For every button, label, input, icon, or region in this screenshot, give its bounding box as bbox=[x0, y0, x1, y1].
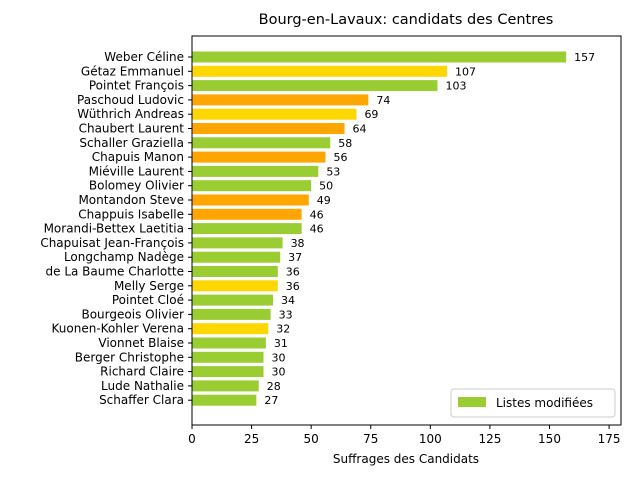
value-labels-group: 1571071037469645856535049464638373636343… bbox=[264, 51, 595, 407]
bar bbox=[192, 366, 264, 378]
value-label: 27 bbox=[264, 394, 278, 407]
bar bbox=[192, 80, 438, 92]
legend-label: Listes modifiées bbox=[496, 396, 593, 410]
bar bbox=[192, 194, 309, 206]
category-label: Vionnet Blaise bbox=[98, 336, 184, 350]
value-label: 34 bbox=[281, 294, 295, 307]
value-label: 50 bbox=[319, 180, 333, 193]
bar bbox=[192, 380, 259, 392]
value-label: 36 bbox=[286, 280, 300, 293]
x-tick-label: 75 bbox=[363, 432, 378, 446]
category-label: Paschoud Ludovic bbox=[77, 93, 184, 107]
category-label: Pointet Cloé bbox=[112, 293, 184, 307]
bar bbox=[192, 351, 264, 363]
value-label: 64 bbox=[353, 123, 367, 136]
category-label: Berger Christophe bbox=[75, 350, 184, 364]
bar bbox=[192, 323, 269, 335]
category-label: Bourgeois Olivier bbox=[81, 307, 184, 321]
value-label: 69 bbox=[364, 108, 378, 121]
category-label: Kuonen-Kohler Verena bbox=[52, 322, 185, 336]
value-label: 38 bbox=[291, 237, 305, 250]
category-label: Chapuis Manon bbox=[92, 150, 184, 164]
value-label: 30 bbox=[272, 366, 286, 379]
value-label: 58 bbox=[338, 137, 352, 150]
bar bbox=[192, 151, 326, 163]
category-label: Schaffer Clara bbox=[99, 393, 184, 407]
value-label: 103 bbox=[445, 80, 466, 93]
x-axis-ticks: 0 25 50 75 100 125 150 175 bbox=[188, 425, 621, 446]
value-label: 37 bbox=[288, 251, 302, 264]
category-label: Melly Serge bbox=[114, 279, 184, 293]
category-label: Lude Nathalie bbox=[101, 379, 184, 393]
value-label: 36 bbox=[286, 266, 300, 279]
chart-title: Bourg-en-Lavaux: candidats des Centres bbox=[259, 12, 554, 28]
value-label: 32 bbox=[276, 323, 290, 336]
category-label: Chaubert Laurent bbox=[79, 122, 185, 136]
bar bbox=[192, 308, 271, 320]
x-tick-label: 125 bbox=[478, 432, 501, 446]
x-tick-label: 25 bbox=[244, 432, 259, 446]
x-tick-label: 0 bbox=[188, 432, 196, 446]
plot-frame bbox=[191, 35, 622, 426]
category-label: Morandi-Bettex Laetitia bbox=[44, 222, 184, 236]
category-label: Richard Claire bbox=[100, 365, 184, 379]
category-label: Chapuisat Jean-François bbox=[40, 236, 184, 250]
x-tick-label: 50 bbox=[304, 432, 319, 446]
bar bbox=[192, 180, 312, 192]
legend-frame bbox=[450, 388, 616, 418]
category-label: Longchamp Nadège bbox=[64, 250, 184, 264]
category-label: Pointet François bbox=[89, 79, 184, 93]
value-label: 49 bbox=[317, 194, 331, 207]
bar bbox=[192, 237, 283, 249]
value-label: 31 bbox=[274, 337, 288, 350]
x-tick-label: 100 bbox=[419, 432, 442, 446]
category-label: Chappuis Isabelle bbox=[78, 207, 184, 221]
value-label: 28 bbox=[267, 380, 281, 393]
bar bbox=[192, 223, 302, 235]
bar bbox=[192, 337, 266, 349]
x-axis-title: Suffrages des Candidats bbox=[333, 452, 479, 466]
bar bbox=[192, 108, 357, 120]
category-label: Weber Céline bbox=[104, 50, 184, 64]
legend-swatch bbox=[458, 397, 486, 407]
bar bbox=[192, 94, 369, 106]
bar bbox=[192, 294, 274, 306]
category-label: Gétaz Emmanuel bbox=[81, 64, 184, 78]
bar bbox=[192, 208, 302, 220]
value-label: 56 bbox=[333, 151, 347, 164]
value-label: 157 bbox=[574, 51, 595, 64]
bar bbox=[192, 266, 278, 277]
category-label: de La Baume Charlotte bbox=[46, 265, 185, 279]
bar bbox=[192, 394, 257, 406]
bar bbox=[192, 137, 331, 149]
bar bbox=[192, 51, 567, 63]
bar bbox=[192, 251, 281, 263]
value-label: 107 bbox=[455, 65, 476, 78]
value-label: 33 bbox=[279, 308, 293, 321]
category-label: Schaller Graziella bbox=[79, 136, 184, 150]
bar bbox=[192, 65, 448, 77]
category-label: Bolomey Olivier bbox=[89, 179, 184, 193]
value-label: 46 bbox=[310, 223, 324, 236]
bars-group bbox=[192, 51, 567, 406]
category-label: Wüthrich Andreas bbox=[77, 107, 184, 121]
legend: Listes modifiées bbox=[450, 388, 616, 418]
value-label: 30 bbox=[272, 351, 286, 364]
value-label: 53 bbox=[326, 165, 340, 178]
bar bbox=[192, 123, 345, 134]
value-label: 46 bbox=[310, 208, 324, 221]
category-label: Miéville Laurent bbox=[89, 164, 185, 178]
value-label: 74 bbox=[376, 94, 390, 107]
category-label: Montandon Steve bbox=[78, 193, 184, 207]
bar bbox=[192, 165, 319, 177]
x-tick-label: 175 bbox=[598, 432, 621, 446]
x-tick-label: 150 bbox=[538, 432, 561, 446]
bar bbox=[192, 280, 278, 292]
